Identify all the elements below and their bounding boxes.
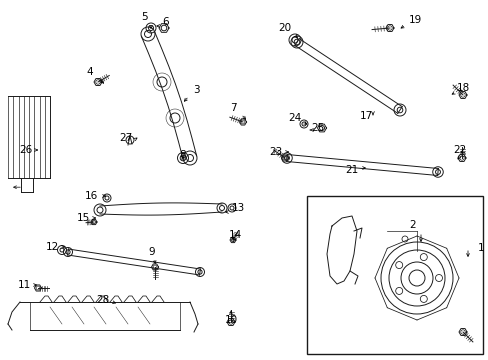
Text: 7: 7 <box>229 103 236 113</box>
Text: 10: 10 <box>224 315 237 325</box>
Text: 8: 8 <box>179 150 186 160</box>
Text: 11: 11 <box>18 280 31 290</box>
Bar <box>306 196 482 354</box>
Text: 13: 13 <box>231 203 244 213</box>
Text: 22: 22 <box>452 145 466 155</box>
Text: 28: 28 <box>96 295 109 305</box>
Text: 2: 2 <box>409 220 415 230</box>
Text: 27: 27 <box>119 133 132 143</box>
Text: 20: 20 <box>278 23 291 33</box>
Text: 14: 14 <box>228 230 241 240</box>
Text: 4: 4 <box>86 67 93 77</box>
Text: 5: 5 <box>141 12 147 22</box>
Text: 17: 17 <box>359 111 372 121</box>
Text: 21: 21 <box>345 165 358 175</box>
Text: 24: 24 <box>288 113 301 123</box>
Text: 26: 26 <box>20 145 33 155</box>
Text: 25: 25 <box>311 123 324 133</box>
Text: 12: 12 <box>45 242 59 252</box>
Text: 1: 1 <box>477 243 483 253</box>
Text: 16: 16 <box>84 191 98 201</box>
Text: 19: 19 <box>407 15 421 25</box>
Text: 6: 6 <box>163 17 169 27</box>
Text: 18: 18 <box>455 83 468 93</box>
Text: 3: 3 <box>192 85 199 95</box>
Text: 15: 15 <box>76 213 89 223</box>
Text: 23: 23 <box>269 147 282 157</box>
Text: 9: 9 <box>148 247 155 257</box>
